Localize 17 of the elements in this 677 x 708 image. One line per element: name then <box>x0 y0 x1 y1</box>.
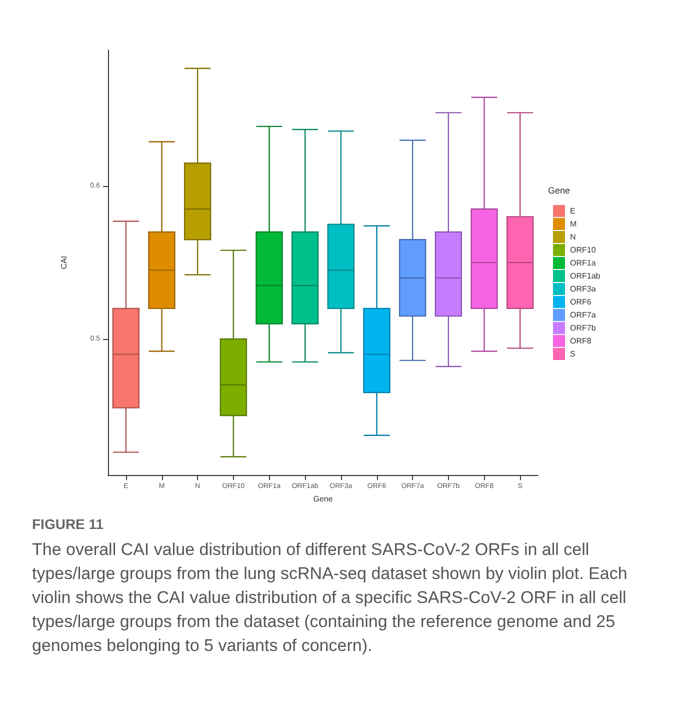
y-axis-title: CAI <box>60 256 68 270</box>
legend-title: Gene <box>548 186 570 196</box>
legend-label: ORF10 <box>570 246 596 254</box>
legend-label: ORF1ab <box>570 272 601 280</box>
text: FIGURE 11 <box>32 516 105 532</box>
x-axis-title: Gene <box>313 494 334 504</box>
legend-label: ORF8 <box>570 336 592 346</box>
legend-label: ORF7a <box>570 310 596 320</box>
legend-label: N <box>570 232 576 242</box>
legend-label: ORF6 <box>570 298 592 306</box>
legend-label: ORF1a <box>570 258 596 268</box>
legend-label: ORF7b <box>570 324 596 332</box>
legend-label: ORF3a <box>570 284 596 294</box>
legend-label: E <box>570 206 576 216</box>
text: The overall CAI value distribution of different SARS-CoV-2 ORFs in all cell types/large groups from the lung scRNA-seq dataset shown by violin plot. Each violin shows the CAI value distribution of a specific SARS-CoV-2 ORF in all cell types/large groups from the dataset (containing the reference genome and 25 genomes belonging to 5 variants of concern). <box>32 539 628 657</box>
legend-label: S <box>570 350 576 358</box>
legend-label: M <box>570 220 577 228</box>
